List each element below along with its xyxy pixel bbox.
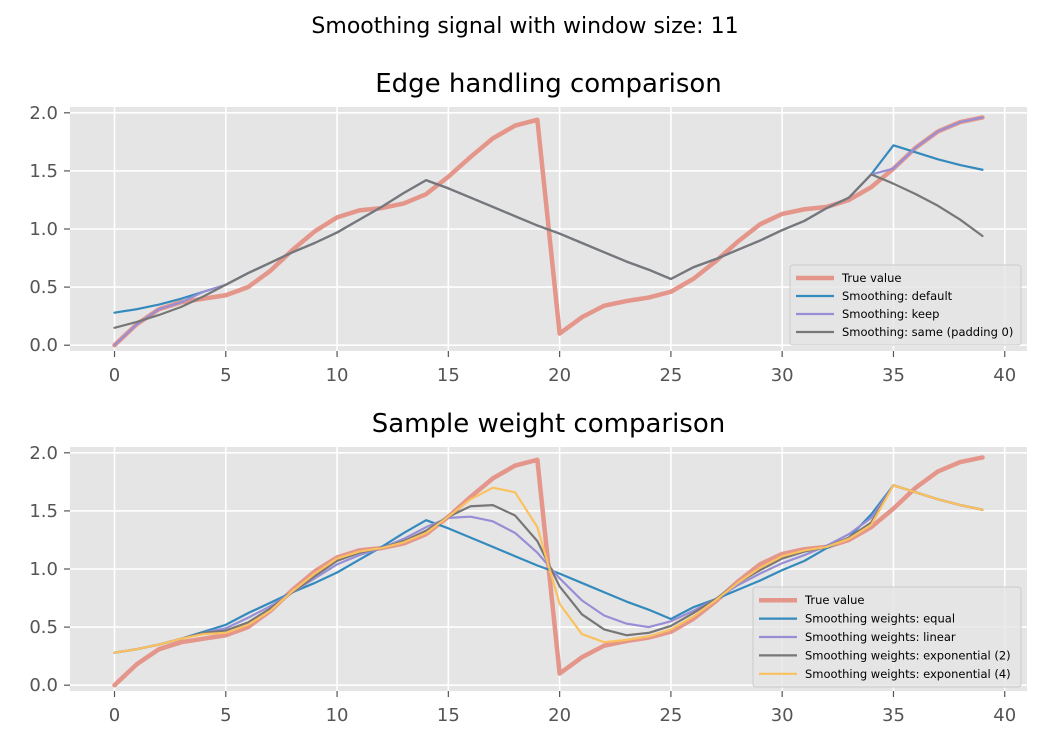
x-tick-label: 10 [326,705,349,726]
x-tick-label: 35 [882,365,905,386]
y-tick-label: 1.0 [29,559,58,580]
x-tick-label: 25 [659,365,682,386]
x-tick-label: 5 [220,705,231,726]
y-tick-label: 1.5 [29,501,58,522]
x-tick-label: 35 [882,705,905,726]
x-tick-label: 20 [548,365,571,386]
x-tick-label: 0 [109,365,120,386]
chart-title: Edge handling comparison [375,69,722,99]
y-tick-label: 0.0 [29,675,58,696]
edge-handling-panel: 0 5 10 15 20 25 30 35 40 0.0 0.5 1.0 1.5 2.0 Edge hand… [29,69,1027,386]
x-tick-label: 5 [220,365,231,386]
legend-label: True value [841,271,902,285]
legend-label: Smoothing weights: linear [805,630,956,644]
x-tick-label: 30 [771,705,794,726]
y-tick-label: 0.5 [29,277,58,298]
x-tick-label: 40 [993,365,1016,386]
y-tick-label: 2.0 [29,443,58,464]
x-tick-label: 10 [326,365,349,386]
x-tick-label: 15 [437,705,460,726]
legend-label: Smoothing: default [842,289,953,303]
x-tick-label: 25 [659,705,682,726]
x-tick-label: 20 [548,705,571,726]
chart-title: Sample weight comparison [372,409,726,439]
y-tick-label: 0.5 [29,617,58,638]
x-tick-label: 0 [109,705,120,726]
legend [752,586,1022,688]
legend [789,264,1022,346]
y-tick-label: 1.0 [29,219,58,240]
y-tick-label: 0.0 [29,335,58,356]
sample-weight-panel: 0 5 10 15 20 25 30 35 40 0.0 0.5 1.0 1.5 2.0 Sample we… [29,409,1027,726]
y-tick-label: 1.5 [29,161,58,182]
series-line [113,484,984,654]
legend-label: Smoothing weights: exponential (2) [805,648,1011,662]
legend-label: Smoothing: keep [842,307,939,321]
legend-label: Smoothing weights: equal [805,612,955,626]
legend-label: True value [804,593,865,607]
legend-label: Smoothing weights: exponential (4) [805,667,1011,681]
legend-label: Smoothing: same (padding 0) [842,325,1013,339]
x-tick-label: 30 [771,365,794,386]
x-tick-label: 15 [437,365,460,386]
figure-suptitle: Smoothing signal with window size: 11 [311,14,738,39]
series-line [113,173,984,329]
x-tick-label: 40 [993,705,1016,726]
y-tick-label: 2.0 [29,103,58,124]
